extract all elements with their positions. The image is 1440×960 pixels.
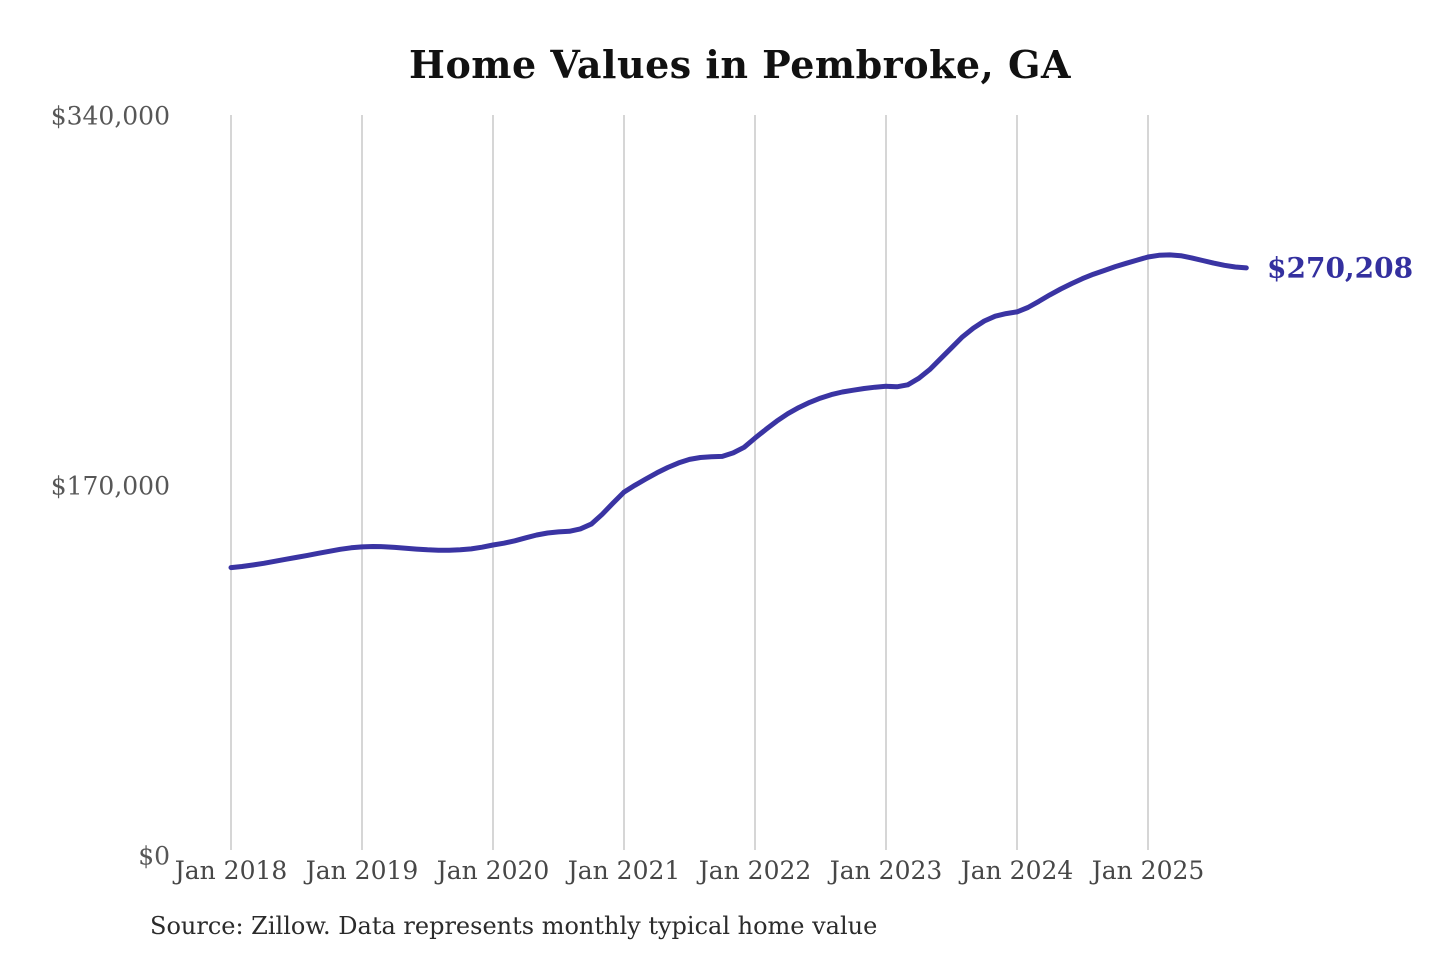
x-tick-label: Jan 2018: [174, 856, 288, 885]
x-tick-label: Jan 2024: [960, 856, 1074, 885]
x-tick-label: Jan 2025: [1091, 856, 1205, 885]
source-note: Source: Zillow. Data represents monthly …: [150, 912, 878, 940]
y-tick-label: $0: [138, 841, 170, 871]
x-tick-label: Jan 2023: [829, 856, 943, 885]
x-tick-label: Jan 2020: [436, 856, 550, 885]
x-tick-label: Jan 2019: [305, 856, 419, 885]
y-tick-label: $170,000: [50, 471, 170, 501]
chart-title: Home Values in Pembroke, GA: [409, 42, 1071, 87]
latest-value-label: $270,208: [1267, 251, 1414, 285]
y-tick-label: $340,000: [50, 101, 170, 131]
x-tick-label: Jan 2022: [698, 856, 812, 885]
x-tick-label: Jan 2021: [567, 856, 681, 885]
